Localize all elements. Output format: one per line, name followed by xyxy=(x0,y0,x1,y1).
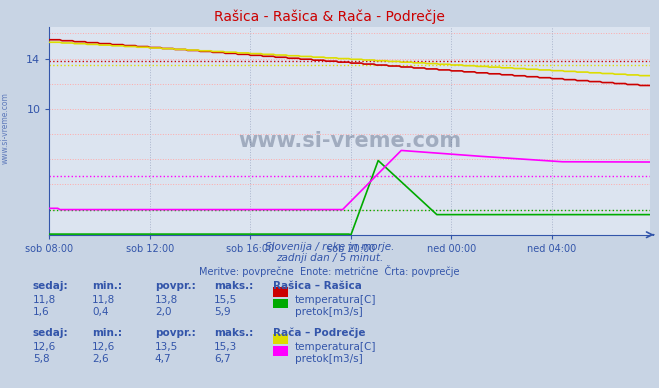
Text: temperatura[C]: temperatura[C] xyxy=(295,342,376,352)
Text: 5,9: 5,9 xyxy=(214,307,231,317)
Text: sedaj:: sedaj: xyxy=(33,328,69,338)
Text: povpr.:: povpr.: xyxy=(155,281,196,291)
Text: 12,6: 12,6 xyxy=(33,342,56,352)
Text: 13,5: 13,5 xyxy=(155,342,178,352)
Text: maks.:: maks.: xyxy=(214,328,254,338)
Text: Rašica - Rašica & Rača - Podrečje: Rašica - Rašica & Rača - Podrečje xyxy=(214,10,445,24)
Text: pretok[m3/s]: pretok[m3/s] xyxy=(295,354,362,364)
Text: min.:: min.: xyxy=(92,281,123,291)
Text: 15,5: 15,5 xyxy=(214,295,237,305)
Text: 1,6: 1,6 xyxy=(33,307,49,317)
Text: 13,8: 13,8 xyxy=(155,295,178,305)
Text: 6,7: 6,7 xyxy=(214,354,231,364)
Text: sedaj:: sedaj: xyxy=(33,281,69,291)
Text: 11,8: 11,8 xyxy=(92,295,115,305)
Text: 0,4: 0,4 xyxy=(92,307,109,317)
Text: www.si-vreme.com: www.si-vreme.com xyxy=(239,131,461,151)
Text: 2,6: 2,6 xyxy=(92,354,109,364)
Text: maks.:: maks.: xyxy=(214,281,254,291)
Text: Rašica – Rašica: Rašica – Rašica xyxy=(273,281,362,291)
Text: temperatura[C]: temperatura[C] xyxy=(295,295,376,305)
Text: Slovenija / reke in morje.: Slovenija / reke in morje. xyxy=(265,242,394,253)
Text: zadnji dan / 5 minut.: zadnji dan / 5 minut. xyxy=(276,253,383,263)
Text: 15,3: 15,3 xyxy=(214,342,237,352)
Text: 12,6: 12,6 xyxy=(92,342,115,352)
Text: 11,8: 11,8 xyxy=(33,295,56,305)
Text: pretok[m3/s]: pretok[m3/s] xyxy=(295,307,362,317)
Text: 4,7: 4,7 xyxy=(155,354,171,364)
Text: povpr.:: povpr.: xyxy=(155,328,196,338)
Text: Meritve: povprečne  Enote: metrične  Črta: povprečje: Meritve: povprečne Enote: metrične Črta:… xyxy=(199,265,460,277)
Text: 2,0: 2,0 xyxy=(155,307,171,317)
Text: 5,8: 5,8 xyxy=(33,354,49,364)
Text: Rača – Podrečje: Rača – Podrečje xyxy=(273,328,366,338)
Text: min.:: min.: xyxy=(92,328,123,338)
Text: www.si-vreme.com: www.si-vreme.com xyxy=(1,92,10,164)
